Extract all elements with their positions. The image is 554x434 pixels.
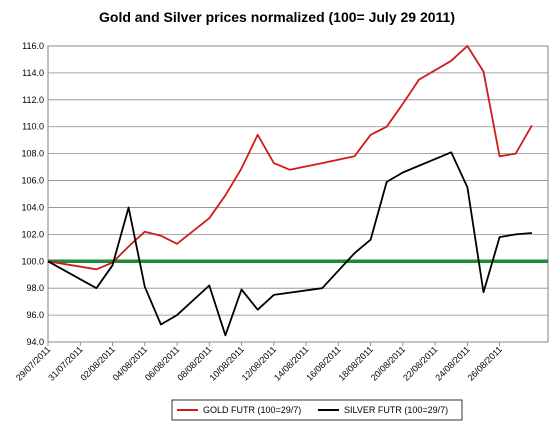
- y-tick-label: 102.0: [21, 229, 44, 239]
- plot-area: [47, 45, 549, 343]
- y-axis: 94.0 96.0 98.0 100.0 102.0 104.0 106.0 108.0 110…: [21, 41, 44, 347]
- legend-gold-label: GOLD FUTR (100=29/7): [203, 405, 301, 415]
- y-tick-label: 114.0: [22, 68, 44, 78]
- x-axis: 29/07/201131/07/201102/08/201104/08/2011…: [14, 342, 504, 383]
- silver-series-line: [47, 151, 532, 337]
- legend-box: [171, 399, 463, 421]
- y-tick-label: 110.0: [22, 122, 44, 132]
- y-tick-label: 94.0: [26, 337, 44, 347]
- y-tick-label: 116.0: [22, 41, 44, 51]
- x-tick-label: 26/08/2011: [466, 344, 504, 382]
- y-tick-label: 96.0: [26, 310, 44, 320]
- series-group: [47, 45, 533, 337]
- y-tick-label: 104.0: [21, 202, 44, 212]
- chart-title: Gold and Silver prices normalized (100= …: [99, 9, 455, 25]
- gold-series-line: [47, 45, 533, 271]
- y-tick-label: 112.0: [22, 95, 44, 105]
- y-tick-label: 108.0: [21, 149, 44, 159]
- y-tick-label: 100.0: [21, 256, 44, 266]
- grid-lines: [48, 45, 548, 343]
- y-tick-label: 98.0: [26, 283, 44, 293]
- legend-silver-label: SILVER FUTR (100=29/7): [344, 405, 448, 415]
- y-tick-label: 106.0: [21, 176, 44, 186]
